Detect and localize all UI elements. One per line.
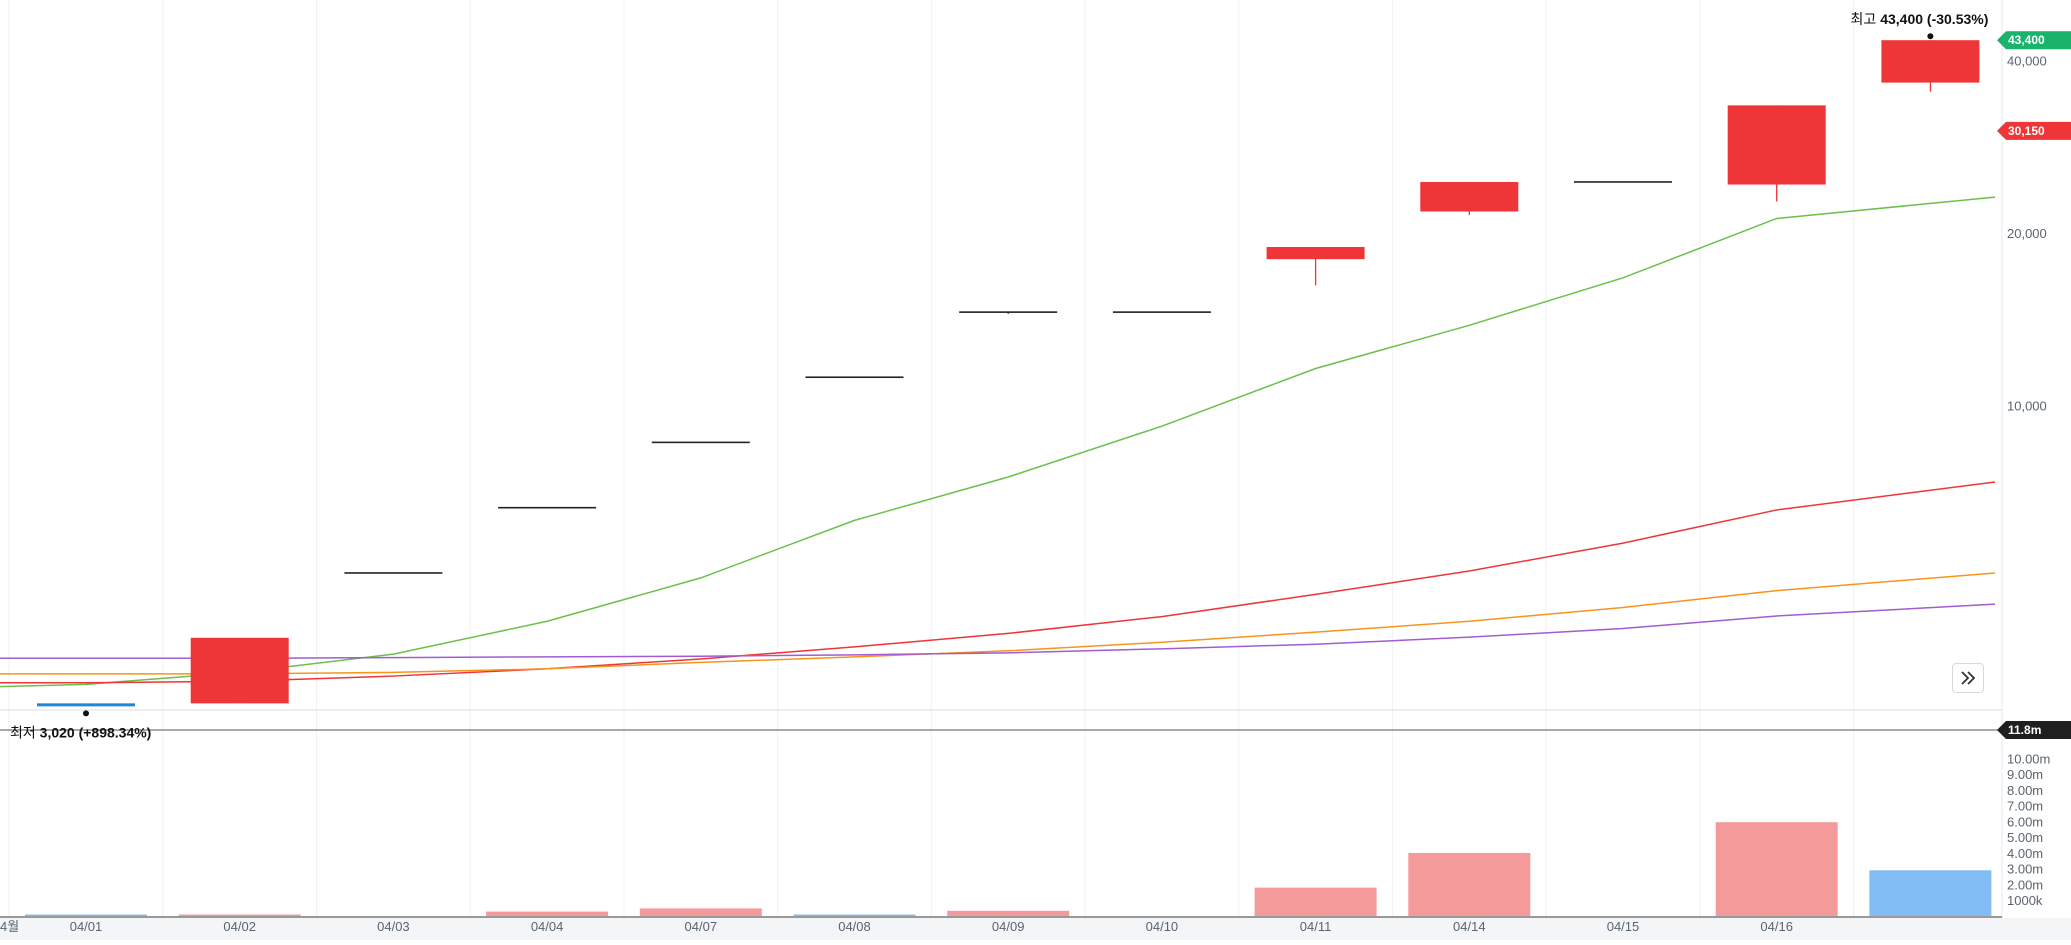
- price-axis-tick: 40,000: [2007, 53, 2047, 68]
- period-label: 4월: [0, 919, 19, 934]
- date-tick: 04/11: [1300, 919, 1332, 934]
- date-tick: 04/02: [223, 919, 256, 934]
- candles: [37, 40, 1980, 707]
- price-axis-tick: 20,000: [2007, 226, 2047, 241]
- price-badge: [1997, 121, 2071, 140]
- candle-body: [805, 376, 904, 379]
- moving-average-line: [0, 196, 1996, 688]
- low-annotation: 최저 3,020 (+898.34%): [10, 724, 151, 740]
- date-tick: 04/09: [992, 919, 1025, 934]
- date-tick: 04/03: [377, 919, 410, 934]
- moving-average-line: [0, 603, 1996, 660]
- price-badge-text: 43,400: [2008, 33, 2045, 47]
- high-label: 최고: [1851, 11, 1881, 27]
- candle-body: [1881, 40, 1980, 83]
- double-chevron-right-icon: [1961, 671, 1976, 685]
- high-marker: [1927, 33, 1934, 40]
- date-tick: 04/07: [685, 919, 718, 934]
- candle-body: [959, 311, 1058, 313]
- date-tick: 04/04: [531, 919, 564, 934]
- price-axis-tick: 10,000: [2007, 398, 2047, 413]
- volume-bar: [1408, 852, 1531, 916]
- date-tick: 04/16: [1760, 919, 1793, 934]
- volume-bar: [793, 914, 916, 916]
- date-axis-strip: [0, 918, 2071, 940]
- volume-max-badge-text: 11.8m: [2008, 723, 2041, 737]
- high-value: 43,400 (-30.53%): [1880, 11, 1988, 27]
- candle-body: [1112, 311, 1211, 313]
- volume-axis-tick: 2.00m: [2007, 877, 2043, 892]
- high-annotation: 최고 43,400 (-30.53%): [1851, 11, 1989, 27]
- volume-bar: [178, 914, 301, 916]
- volume-bar: [639, 908, 762, 916]
- candle-body: [1266, 247, 1365, 260]
- volume-bar: [25, 914, 147, 916]
- moving-averages: [0, 196, 1996, 688]
- candle-body: [37, 703, 135, 707]
- volume-max-badge: [1997, 721, 2071, 739]
- volume-axis-tick: 3.00m: [2007, 862, 2043, 877]
- volume-bar: [486, 911, 609, 916]
- candle-body: [1574, 181, 1672, 183]
- candle-body: [498, 506, 597, 509]
- axes: 10,000 20,000 40,000 10.00m9.00m8.00m7.00m6…: [0, 31, 2071, 934]
- annotations: 최고 43,400 (-30.53%) 최저 3,020 (+898.34%): [10, 11, 1988, 740]
- date-tick: 04/14: [1453, 919, 1486, 934]
- volume-axis-tick: 10.00m: [2007, 751, 2050, 766]
- date-tick: 04/08: [838, 919, 871, 934]
- volume-axis-tick: 9.00m: [2007, 767, 2043, 782]
- volume-axis-tick: 4.00m: [2007, 846, 2043, 861]
- volume-axis-tick: 6.00m: [2007, 814, 2043, 829]
- candle-body: [1727, 105, 1826, 185]
- candle-body: [190, 637, 289, 704]
- low-marker: [83, 710, 89, 717]
- date-tick: 04/01: [70, 919, 103, 934]
- volume-bar: [1254, 887, 1377, 916]
- volume-bars: [25, 822, 1992, 916]
- date-tick: 04/10: [1146, 919, 1179, 934]
- candle-body: [651, 441, 750, 444]
- candle-body: [1420, 181, 1519, 212]
- low-label: 최저: [10, 724, 40, 740]
- volume-bar: [1715, 822, 1838, 916]
- volume-bar: [947, 910, 1070, 916]
- price-badge-text: 30,150: [2008, 124, 2045, 138]
- volume-axis-tick: 7.00m: [2007, 799, 2043, 814]
- candle-body: [344, 572, 443, 574]
- price-badge: [1997, 31, 2071, 50]
- volume-axis-tick: 8.00m: [2007, 783, 2043, 798]
- volume-axis-tick: 5.00m: [2007, 830, 2043, 845]
- volume-axis-tick: 1000k: [2007, 893, 2043, 908]
- expand-chart-button[interactable]: [1952, 663, 1984, 693]
- low-value: 3,020 (+898.34%): [40, 724, 152, 740]
- date-tick: 04/15: [1607, 919, 1640, 934]
- volume-bar: [1869, 870, 1992, 916]
